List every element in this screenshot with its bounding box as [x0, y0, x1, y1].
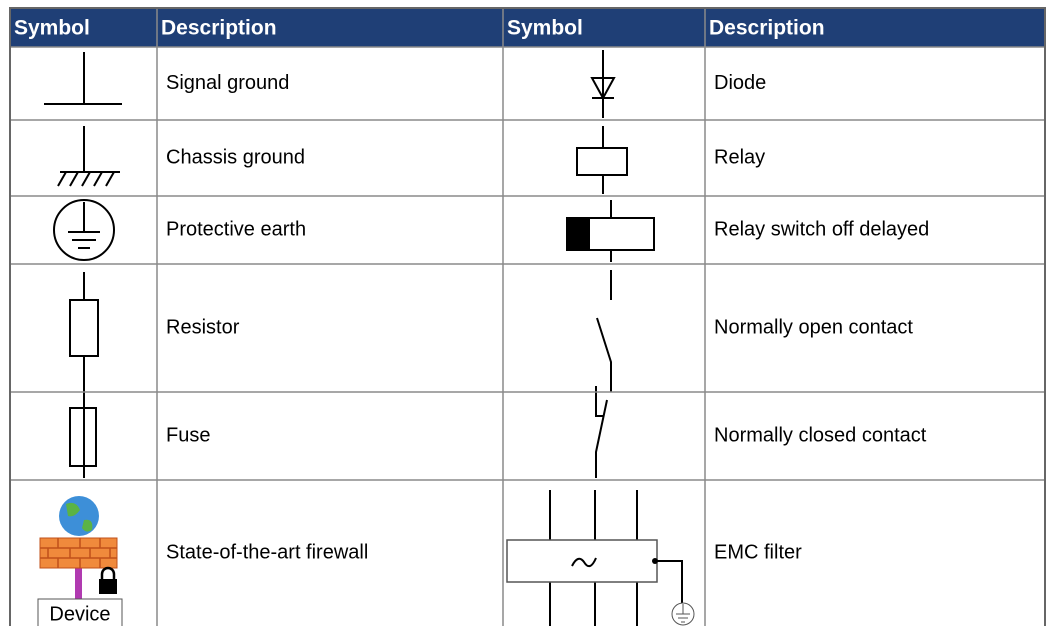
header-cell: Symbol	[14, 17, 90, 40]
header-cell: Symbol	[507, 17, 583, 40]
description: Normally closed contact	[714, 424, 927, 446]
description: State-of-the-art firewall	[166, 541, 368, 563]
description: Chassis ground	[166, 146, 305, 168]
description: Protective earth	[166, 218, 306, 240]
description: Signal ground	[166, 72, 289, 94]
header-cell: Description	[709, 17, 825, 40]
description: Relay switch off delayed	[714, 218, 929, 240]
table-border	[9, 7, 1046, 626]
symbols	[37, 50, 695, 626]
description: Normally open contact	[714, 316, 913, 338]
description: Diode	[714, 72, 766, 94]
device-label: Device	[49, 603, 110, 625]
header-band	[10, 8, 1045, 47]
header-cell: Description	[161, 17, 277, 40]
description: Resistor	[166, 316, 240, 338]
description: EMC filter	[714, 541, 802, 563]
description: Fuse	[166, 424, 210, 446]
description: Relay	[714, 146, 765, 168]
